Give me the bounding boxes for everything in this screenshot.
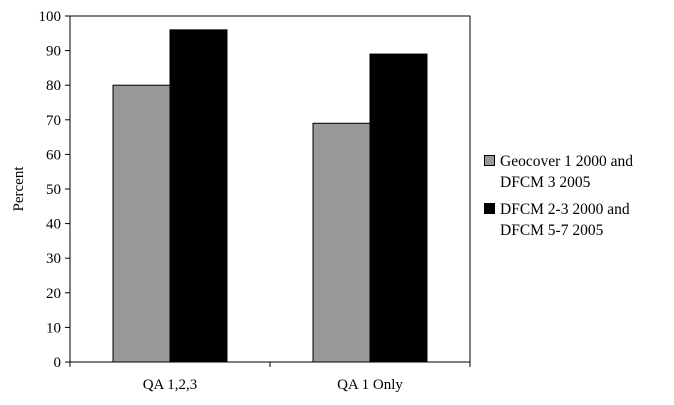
legend: Geocover 1 2000 and DFCM 3 2005 DFCM 2-3… [484, 151, 670, 247]
bar-gray-2 [312, 122, 371, 363]
legend-label-line: Geocover 1 2000 and [500, 153, 633, 170]
x-category-label: QA 1,2,3 [143, 377, 198, 393]
y-tick-label: 40 [46, 217, 61, 233]
legend-item-series-2: DFCM 2-3 2000 and DFCM 5-7 2005 [484, 199, 670, 241]
y-tick-label: 20 [46, 286, 61, 302]
bars-group [112, 29, 428, 363]
legend-swatch-gray [484, 155, 495, 166]
x-axis-ticks: QA 1,2,3 QA 1 Only [69, 362, 471, 393]
bar-black-1 [169, 29, 228, 363]
y-tick-label: 10 [46, 320, 61, 336]
legend-label: DFCM 2-3 2000 and DFCM 5-7 2005 [500, 199, 630, 241]
legend-label-line: DFCM 3 2005 [500, 174, 591, 191]
legend-swatch-black [484, 203, 495, 214]
y-tick-label: 30 [46, 251, 61, 267]
bar-gray-1 [112, 84, 171, 363]
legend-label-line: DFCM 5-7 2005 [500, 222, 604, 239]
y-tick-label: 80 [46, 78, 61, 94]
y-axis-ticks: 0 10 20 30 40 50 60 70 80 90 100 [39, 9, 70, 371]
y-tick-label: 70 [46, 113, 61, 129]
legend-label: Geocover 1 2000 and DFCM 3 2005 [500, 151, 633, 193]
legend-label-line: DFCM 2-3 2000 and [500, 201, 630, 218]
y-tick-label: 60 [46, 147, 61, 163]
y-tick-label: 100 [39, 9, 62, 25]
y-tick-label: 90 [46, 44, 61, 60]
y-axis-title: Percent [11, 166, 27, 212]
legend-item-series-1: Geocover 1 2000 and DFCM 3 2005 [484, 151, 670, 193]
bar-black-2 [369, 53, 428, 363]
y-tick-label: 0 [54, 355, 62, 371]
y-tick-label: 50 [46, 182, 61, 198]
x-category-label: QA 1 Only [337, 377, 403, 393]
